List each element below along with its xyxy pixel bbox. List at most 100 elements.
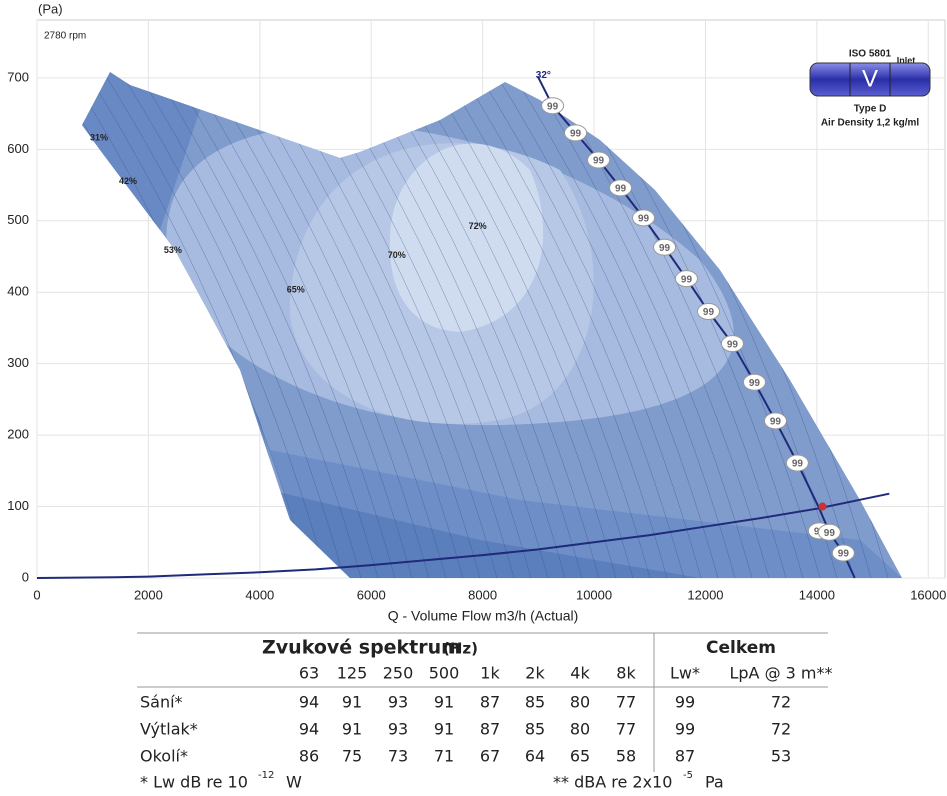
noise-label: 99 — [824, 528, 836, 539]
column-header: 1k — [480, 664, 500, 683]
noise-badge — [587, 151, 611, 169]
blade-line — [405, 72, 657, 578]
efficiency-label: 53% — [164, 245, 182, 255]
cell: 91 — [434, 693, 454, 712]
x-tick-label: 12000 — [687, 587, 723, 602]
noise-label: 99 — [681, 274, 693, 285]
footnote-unit: Pa — [705, 773, 724, 792]
noise-label: 99 — [659, 243, 671, 254]
cell: 53 — [771, 747, 791, 766]
cell: 99 — [675, 720, 695, 739]
blade-line — [0, 40, 10, 600]
cell: 58 — [616, 747, 636, 766]
blade-line — [439, 72, 691, 578]
column-header: Lw* — [670, 664, 700, 683]
cell: 64 — [525, 747, 545, 766]
cell: 91 — [434, 720, 454, 739]
y-tick-label: 200 — [7, 427, 29, 442]
cell: 80 — [570, 720, 590, 739]
duct-icon — [809, 62, 931, 97]
legend-symbol: V — [862, 65, 878, 92]
noise-label: 99 — [792, 459, 804, 470]
noise-label: 99 — [838, 549, 850, 560]
x-tick-label: 6000 — [357, 587, 386, 602]
column-header: 4k — [570, 664, 590, 683]
blade-line — [422, 72, 674, 578]
column-header: 2k — [525, 664, 545, 683]
blade-line — [456, 72, 708, 578]
blade-line — [133, 72, 385, 578]
cell: 72 — [771, 720, 791, 739]
x-tick-label: 10000 — [576, 587, 612, 602]
sound-table: Zvukové spektrum (Hz) Celkem * Lw dB re … — [137, 632, 833, 792]
table-title: Zvukové spektrum — [262, 637, 461, 659]
table-unit: (Hz) — [443, 640, 478, 658]
x-tick-label: 16000 — [910, 587, 946, 602]
noise-badge — [653, 238, 677, 256]
legend-box: ISO 5801 Inlet V Type D Air Density 1,2 … — [809, 49, 931, 129]
efficiency-label: 31% — [90, 132, 108, 142]
cell: 99 — [675, 693, 695, 712]
efficiency-label: 70% — [388, 250, 406, 260]
cell: 94 — [299, 693, 319, 712]
cell: 91 — [342, 693, 362, 712]
x-tick-label: 4000 — [245, 587, 274, 602]
legend-density: Air Density 1,2 kg/ml — [821, 118, 920, 129]
noise-label: 99 — [703, 307, 715, 318]
noise-badge — [763, 412, 787, 430]
row-label: Okolí* — [140, 747, 188, 766]
x-tick-label: 14000 — [799, 587, 835, 602]
footnote-sup: -12 — [258, 770, 274, 781]
column-header: 250 — [383, 664, 414, 683]
column-header: 500 — [429, 664, 460, 683]
noise-label: 99 — [570, 129, 582, 140]
noise-label: 99 — [749, 378, 761, 389]
speed-label: 2780 rpm — [44, 31, 86, 42]
blade-line — [490, 72, 742, 578]
efficiency-label: 42% — [119, 176, 137, 186]
blade-line — [99, 72, 351, 578]
noise-badge — [742, 373, 766, 391]
cell: 71 — [434, 747, 454, 766]
noise-badge — [817, 523, 841, 541]
x-axis-label: Q - Volume Flow m3/h (Actual) — [388, 608, 579, 624]
blade-line — [150, 72, 402, 578]
column-header: 63 — [299, 664, 319, 683]
x-tick-label: 8000 — [468, 587, 497, 602]
blade-line — [116, 72, 368, 578]
efficiency-label: 65% — [287, 284, 305, 294]
cell: 65 — [570, 747, 590, 766]
footnote: ** dBA re 2x10 — [553, 773, 672, 792]
y-tick-label: 500 — [7, 212, 29, 227]
x-tick-label: 2000 — [134, 587, 163, 602]
cell: 77 — [616, 693, 636, 712]
cell: 77 — [616, 720, 636, 739]
cell: 86 — [299, 747, 319, 766]
cell: 67 — [480, 747, 500, 766]
row-label: Sání* — [140, 693, 183, 712]
operating-point — [818, 502, 827, 511]
curve-label: 32° — [536, 70, 551, 81]
legend-type: Type D — [854, 104, 887, 115]
noise-label: 99 — [727, 339, 739, 350]
y-tick-label: 600 — [7, 141, 29, 156]
y-tick-label: 700 — [7, 69, 29, 84]
cell: 73 — [388, 747, 408, 766]
noise-label: 99 — [593, 156, 605, 167]
noise-badge — [831, 544, 855, 562]
cell: 85 — [525, 693, 545, 712]
noise-badge — [609, 179, 633, 197]
cell: 85 — [525, 720, 545, 739]
blade-line — [0, 40, 27, 600]
footnote: * Lw dB re 10 — [140, 773, 248, 792]
noise-badge — [785, 454, 809, 472]
row-label: Výtlak* — [140, 720, 198, 739]
footnote-unit: W — [286, 773, 302, 792]
cell: 87 — [480, 693, 500, 712]
cell: 80 — [570, 693, 590, 712]
noise-label: 99 — [770, 416, 782, 427]
y-tick-label: 0 — [22, 569, 29, 584]
legend-standard: ISO 5801 — [849, 49, 892, 60]
column-header: 125 — [337, 664, 368, 683]
legend-inlet: Inlet — [897, 55, 916, 65]
